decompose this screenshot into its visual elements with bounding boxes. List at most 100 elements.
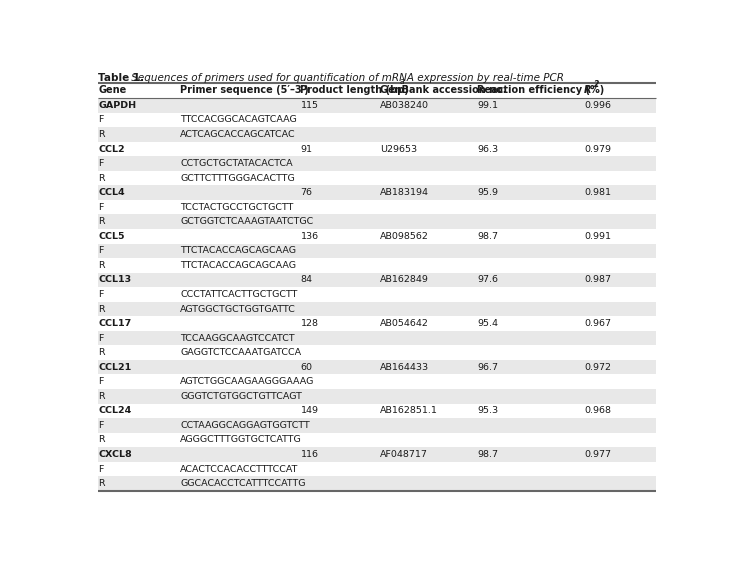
Bar — [98, 360, 657, 374]
Text: GenBank accession no.: GenBank accession no. — [381, 85, 507, 95]
Text: R: R — [98, 130, 105, 139]
Text: 0.979: 0.979 — [584, 145, 611, 154]
Text: 0.977: 0.977 — [584, 450, 611, 459]
Text: GCTTCTTTGGGACACTTG: GCTTCTTTGGGACACTTG — [180, 173, 295, 183]
Bar — [98, 389, 657, 403]
Text: R: R — [98, 479, 105, 488]
Text: 96.7: 96.7 — [477, 363, 498, 372]
Bar — [98, 433, 657, 447]
Text: CCCTATTCACTTGCTGCTT: CCCTATTCACTTGCTGCTT — [180, 290, 298, 299]
Bar — [98, 229, 657, 243]
Text: GGGTCTGTGGCTGTTCAGT: GGGTCTGTGGCTGTTCAGT — [180, 392, 302, 401]
Text: TTCCACGGCACAGTCAAG: TTCCACGGCACAGTCAAG — [180, 116, 297, 125]
Bar — [98, 476, 657, 491]
Bar — [98, 418, 657, 433]
Bar — [98, 185, 657, 200]
Text: 149: 149 — [300, 406, 319, 415]
Text: TTCTACACCAGCAGCAAG: TTCTACACCAGCAGCAAG — [180, 261, 297, 270]
Text: F: F — [98, 159, 104, 168]
Text: 96.3: 96.3 — [477, 145, 498, 154]
Text: Sequences of primers used for quantification of mRNA expression by real-time PCR: Sequences of primers used for quantifica… — [128, 73, 564, 84]
Text: 136: 136 — [300, 232, 319, 241]
Text: 99.1: 99.1 — [477, 101, 498, 110]
Text: 95.3: 95.3 — [477, 406, 498, 415]
Bar — [98, 214, 657, 229]
Text: 0.967: 0.967 — [584, 319, 611, 328]
Bar — [98, 273, 657, 287]
Text: TTCTACACCAGCAGCAAG: TTCTACACCAGCAGCAAG — [180, 246, 297, 255]
Text: 0.972: 0.972 — [584, 363, 611, 372]
Text: Product length (bp): Product length (bp) — [300, 85, 409, 95]
Bar — [98, 243, 657, 258]
Text: CCL24: CCL24 — [98, 406, 132, 415]
Text: Primer sequence (5′–3′): Primer sequence (5′–3′) — [180, 85, 309, 95]
Text: 0.991: 0.991 — [584, 232, 611, 241]
Text: ACACTCCACACCTTTCCAT: ACACTCCACACCTTTCCAT — [180, 465, 299, 473]
Text: 84: 84 — [300, 275, 313, 284]
Bar — [98, 200, 657, 214]
Text: AB162849: AB162849 — [381, 275, 429, 284]
Text: R: R — [98, 305, 105, 314]
Text: TCCAAGGCAAGTCCATCT: TCCAAGGCAAGTCCATCT — [180, 334, 295, 343]
Text: 2: 2 — [595, 80, 600, 89]
Text: CCTGCTGCTATACACTCA: CCTGCTGCTATACACTCA — [180, 159, 293, 168]
Text: Reaction efficiency (%): Reaction efficiency (%) — [477, 85, 604, 95]
Bar — [98, 447, 657, 462]
Text: GCTGGTCTCAAAGTAATCTGC: GCTGGTCTCAAAGTAATCTGC — [180, 217, 314, 226]
Text: 98.7: 98.7 — [477, 232, 498, 241]
Bar — [98, 331, 657, 346]
Text: CCL4: CCL4 — [98, 188, 125, 197]
Text: R: R — [98, 392, 105, 401]
Text: 115: 115 — [300, 101, 319, 110]
Bar — [98, 171, 657, 185]
Text: GAPDH: GAPDH — [98, 101, 136, 110]
Text: AGGGCTTTGGTGCTCATTG: AGGGCTTTGGTGCTCATTG — [180, 435, 302, 444]
Bar — [98, 462, 657, 476]
Bar — [98, 302, 657, 316]
Text: 0.996: 0.996 — [584, 101, 611, 110]
Text: R: R — [584, 85, 592, 95]
Text: 116: 116 — [300, 450, 319, 459]
Text: F: F — [98, 290, 104, 299]
Text: CXCL8: CXCL8 — [98, 450, 132, 459]
Bar — [98, 127, 657, 142]
Text: R: R — [98, 217, 105, 226]
Text: AB164433: AB164433 — [381, 363, 429, 372]
Text: F: F — [98, 421, 104, 430]
Text: F: F — [98, 334, 104, 343]
Text: GGCACACCTCATTTCCATTG: GGCACACCTCATTTCCATTG — [180, 479, 306, 488]
Text: 95.9: 95.9 — [477, 188, 498, 197]
Text: R: R — [98, 435, 105, 444]
Text: AGTGGCTGCTGGTGATTC: AGTGGCTGCTGGTGATTC — [180, 305, 296, 314]
Bar — [98, 113, 657, 127]
Text: 95.4: 95.4 — [477, 319, 498, 328]
Text: CCL2: CCL2 — [98, 145, 125, 154]
Bar — [98, 287, 657, 302]
Text: a: a — [400, 77, 404, 86]
Text: 91: 91 — [300, 145, 313, 154]
Text: CCTAAGGCAGGAGTGGTCTT: CCTAAGGCAGGAGTGGTCTT — [180, 421, 310, 430]
Text: AB054642: AB054642 — [381, 319, 429, 328]
Text: Gene: Gene — [98, 85, 127, 95]
Text: ACTCAGCACCAGCATCAC: ACTCAGCACCAGCATCAC — [180, 130, 296, 139]
Text: 76: 76 — [300, 188, 313, 197]
Text: 97.6: 97.6 — [477, 275, 498, 284]
Text: AB098562: AB098562 — [381, 232, 429, 241]
Text: F: F — [98, 377, 104, 386]
Bar — [98, 346, 657, 360]
Text: Table 1.: Table 1. — [98, 73, 144, 84]
Text: CCL17: CCL17 — [98, 319, 132, 328]
Text: CCL21: CCL21 — [98, 363, 132, 372]
Text: 0.968: 0.968 — [584, 406, 611, 415]
Text: F: F — [98, 246, 104, 255]
Text: CCL5: CCL5 — [98, 232, 124, 241]
Bar — [98, 316, 657, 331]
Text: U29653: U29653 — [381, 145, 417, 154]
Text: 60: 60 — [300, 363, 313, 372]
Text: AB183194: AB183194 — [381, 188, 429, 197]
Bar — [98, 403, 657, 418]
Text: CCL13: CCL13 — [98, 275, 131, 284]
Text: 0.981: 0.981 — [584, 188, 611, 197]
Bar — [98, 157, 657, 171]
Bar — [98, 142, 657, 157]
